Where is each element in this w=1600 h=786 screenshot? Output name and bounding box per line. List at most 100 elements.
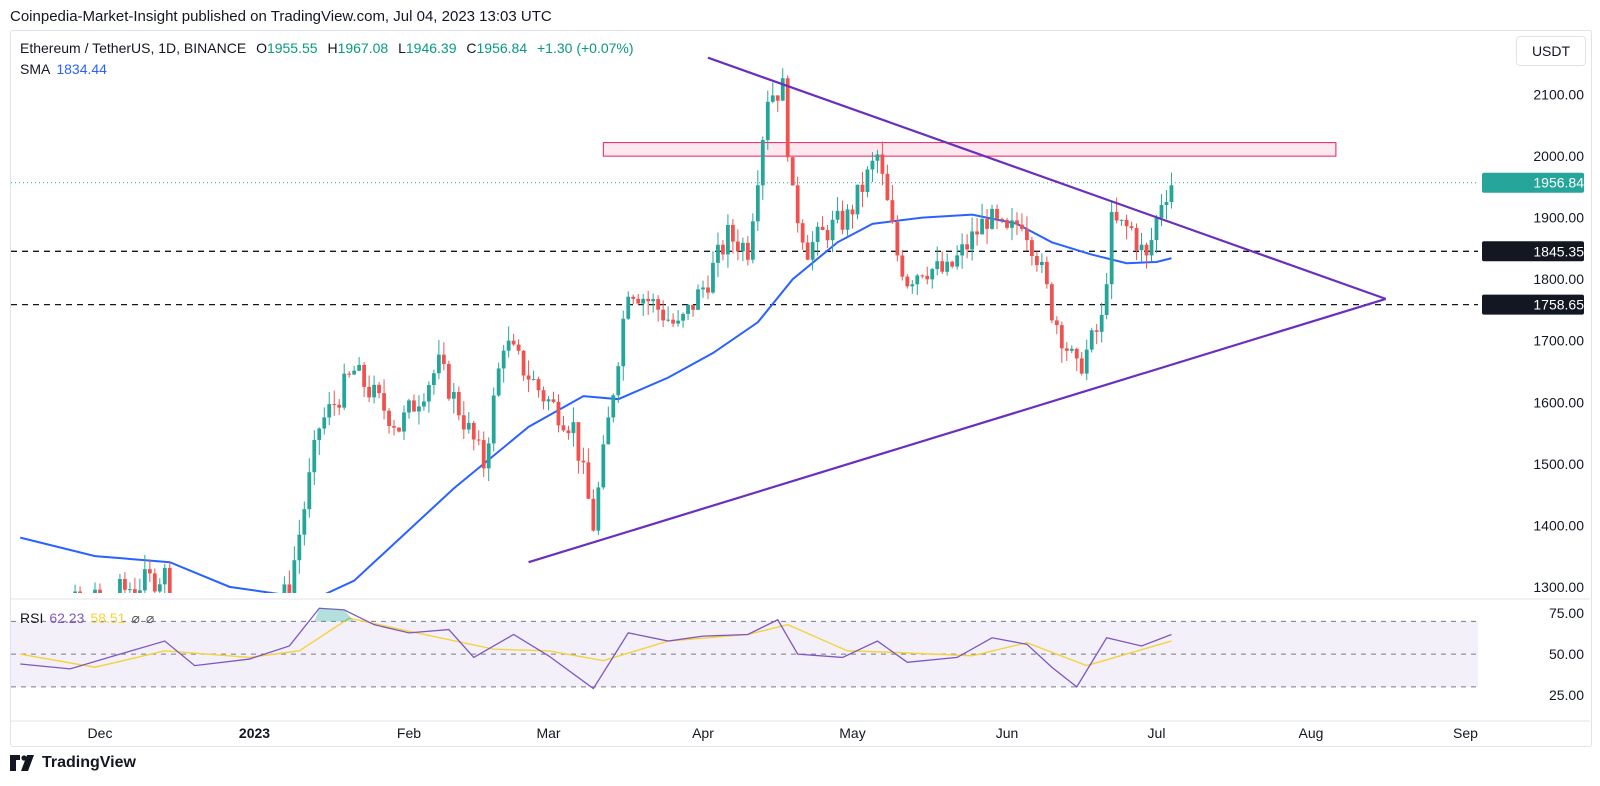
candle-body (1020, 224, 1024, 229)
candle-body (332, 404, 337, 406)
candle-body (581, 460, 586, 463)
candle-body (845, 209, 850, 230)
candle-body (128, 589, 132, 591)
candle-body (815, 226, 820, 243)
candle-body (711, 262, 715, 293)
time-tick-label: Apr (692, 725, 714, 741)
candle-body (561, 425, 566, 431)
candle-body (1030, 240, 1034, 257)
candle-body (327, 404, 332, 418)
price-tick-label: 1800.00 (1533, 271, 1584, 287)
level-label-0-bg (1482, 241, 1584, 262)
candle-body (925, 275, 930, 280)
candle-body (840, 210, 845, 230)
candle-body (496, 368, 501, 396)
time-tick-label: Sep (1453, 725, 1478, 741)
rsi-tick-label: 75.00 (1549, 605, 1584, 621)
candle-body (382, 393, 386, 411)
candle-body (775, 95, 780, 101)
tradingview-brand[interactable]: TradingView (10, 754, 136, 772)
candle-body (1039, 261, 1044, 266)
candle-body (536, 379, 541, 391)
candle-body (98, 589, 102, 593)
candle-body (1099, 314, 1104, 332)
candle-body (566, 430, 571, 434)
candle-body (855, 184, 860, 215)
candle-body (297, 534, 302, 561)
time-tick-label: Jul (1148, 725, 1166, 741)
candle-body (1094, 330, 1099, 332)
candle-body (865, 169, 870, 193)
candles-layer (73, 68, 1174, 593)
currency-button[interactable]: USDT (1516, 36, 1586, 66)
grid-layer (11, 598, 1590, 722)
candle-body (1159, 204, 1164, 218)
price-tick-label: 1500.00 (1533, 456, 1584, 472)
candle-body (765, 101, 770, 141)
candle-body (910, 284, 915, 287)
candle-body (661, 309, 666, 321)
candle-body (721, 244, 725, 255)
candle-body (701, 287, 705, 290)
candle-body (412, 400, 416, 412)
last-price-label: 1956.84 (1533, 175, 1584, 191)
candle-body (461, 415, 466, 430)
candle-body (357, 364, 362, 371)
candle-body (930, 269, 935, 280)
candle-body (696, 289, 700, 310)
candle-body (476, 439, 481, 441)
candle-body (132, 589, 137, 593)
candle-body (750, 221, 755, 260)
low-key: L (398, 40, 406, 56)
candle-body (706, 287, 710, 293)
horizontal-levels-layer (11, 182, 1478, 306)
sma-value: 1834.44 (56, 61, 107, 77)
candle-body (456, 391, 461, 416)
candle-body (780, 78, 785, 101)
candle-body (631, 296, 636, 299)
candle-body (1005, 219, 1009, 228)
candle-body (1089, 330, 1094, 350)
price-tick-label: 1400.00 (1533, 517, 1584, 533)
candle-body (317, 428, 322, 440)
candle-body (920, 275, 925, 277)
rsi-layer (11, 607, 1478, 690)
last-price-label-bg (1482, 172, 1584, 193)
price-tick-label: 1600.00 (1533, 394, 1584, 410)
time-tick-label: Mar (536, 725, 560, 741)
candle-body (666, 319, 671, 321)
candle-body (526, 375, 531, 380)
candle-body (546, 399, 551, 402)
triangle-lower-line (528, 297, 1387, 564)
rsi-line (20, 607, 1172, 690)
candle-body (1154, 217, 1159, 241)
candle-body (541, 390, 546, 402)
time-tick-label: Jun (996, 725, 1019, 741)
candle-body (800, 223, 805, 243)
candle-body (1084, 349, 1089, 374)
symbol-name: Ethereum / TetherUS, 1D, BINANCE (20, 40, 247, 56)
candle-body (601, 444, 606, 488)
candle-body (676, 320, 680, 324)
candle-body (1000, 218, 1004, 220)
price-tick-label: 1700.00 (1533, 333, 1584, 349)
candle-body (691, 304, 695, 310)
candle-body (950, 261, 955, 267)
candle-body (372, 384, 376, 398)
candle-body (890, 200, 895, 223)
hide-icon[interactable]: ⌀ (131, 610, 140, 626)
chart-frame (10, 30, 1592, 747)
candle-body (616, 366, 621, 396)
candle-body (591, 498, 596, 531)
candle-body (875, 154, 880, 161)
time-tick-label: Feb (397, 725, 421, 741)
candle-body (142, 569, 147, 591)
sma-label: SMA (20, 61, 51, 77)
candle-body (830, 219, 835, 241)
hide-icon-2[interactable]: ⌀ (145, 610, 155, 626)
candle-body (810, 242, 815, 260)
candle-body (307, 472, 312, 510)
candle-body (606, 417, 611, 445)
price-tick-label: 1300.00 (1533, 579, 1584, 595)
